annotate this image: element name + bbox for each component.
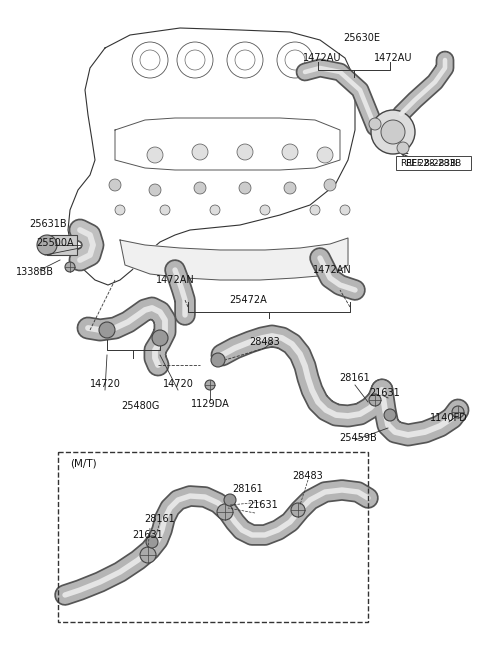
Circle shape (260, 205, 270, 215)
Circle shape (340, 205, 350, 215)
Text: 1472AN: 1472AN (312, 265, 351, 275)
Text: 28161: 28161 (340, 373, 371, 383)
Circle shape (397, 142, 409, 154)
Text: 1140FD: 1140FD (430, 413, 468, 423)
Circle shape (381, 120, 405, 144)
Text: 1472AU: 1472AU (374, 53, 412, 63)
Text: 25459B: 25459B (339, 433, 377, 443)
Circle shape (65, 262, 75, 272)
Text: 25500A: 25500A (36, 238, 74, 248)
Circle shape (452, 406, 464, 418)
Circle shape (317, 147, 333, 163)
Text: 25631B: 25631B (29, 219, 67, 229)
Text: 1129DA: 1129DA (191, 399, 229, 409)
Circle shape (147, 147, 163, 163)
Circle shape (149, 184, 161, 196)
Circle shape (371, 110, 415, 154)
Circle shape (291, 503, 305, 517)
Bar (47, 235, 77, 255)
Circle shape (152, 330, 168, 346)
Circle shape (310, 205, 320, 215)
Bar (396, 156, 471, 170)
Text: 14720: 14720 (163, 379, 193, 389)
Circle shape (205, 380, 215, 390)
Text: (M/T): (M/T) (70, 459, 96, 469)
Text: 28161: 28161 (233, 484, 264, 494)
Circle shape (239, 182, 251, 194)
Circle shape (140, 547, 156, 563)
Circle shape (237, 144, 253, 160)
Text: 1472AU: 1472AU (303, 53, 341, 63)
Text: 28161: 28161 (144, 514, 175, 524)
Text: REF.28-283B: REF.28-283B (405, 159, 461, 167)
Text: 1472AN: 1472AN (156, 275, 194, 285)
Text: 25480G: 25480G (121, 401, 159, 411)
Circle shape (210, 205, 220, 215)
Bar (58, 452, 368, 622)
Circle shape (160, 205, 170, 215)
Circle shape (369, 118, 381, 130)
Circle shape (146, 536, 158, 548)
Circle shape (224, 494, 236, 506)
Circle shape (324, 179, 336, 191)
Circle shape (192, 144, 208, 160)
Text: 21631: 21631 (132, 530, 163, 540)
Text: REF.28-283B: REF.28-283B (400, 159, 456, 167)
Text: 25630E: 25630E (344, 33, 381, 43)
Text: 14720: 14720 (90, 379, 120, 389)
Text: 28483: 28483 (293, 471, 324, 481)
Circle shape (284, 182, 296, 194)
Circle shape (369, 394, 381, 406)
Circle shape (37, 235, 57, 255)
Text: 21631: 21631 (248, 500, 278, 510)
Circle shape (99, 322, 115, 338)
Circle shape (109, 179, 121, 191)
Circle shape (282, 144, 298, 160)
Polygon shape (120, 238, 348, 280)
Text: 28483: 28483 (250, 337, 280, 347)
Circle shape (194, 182, 206, 194)
Text: 25472A: 25472A (229, 295, 267, 305)
Circle shape (115, 205, 125, 215)
Circle shape (211, 353, 225, 367)
Text: 21631: 21631 (370, 388, 400, 398)
Circle shape (384, 409, 396, 421)
Circle shape (217, 504, 233, 520)
Text: 1338BB: 1338BB (16, 267, 54, 277)
